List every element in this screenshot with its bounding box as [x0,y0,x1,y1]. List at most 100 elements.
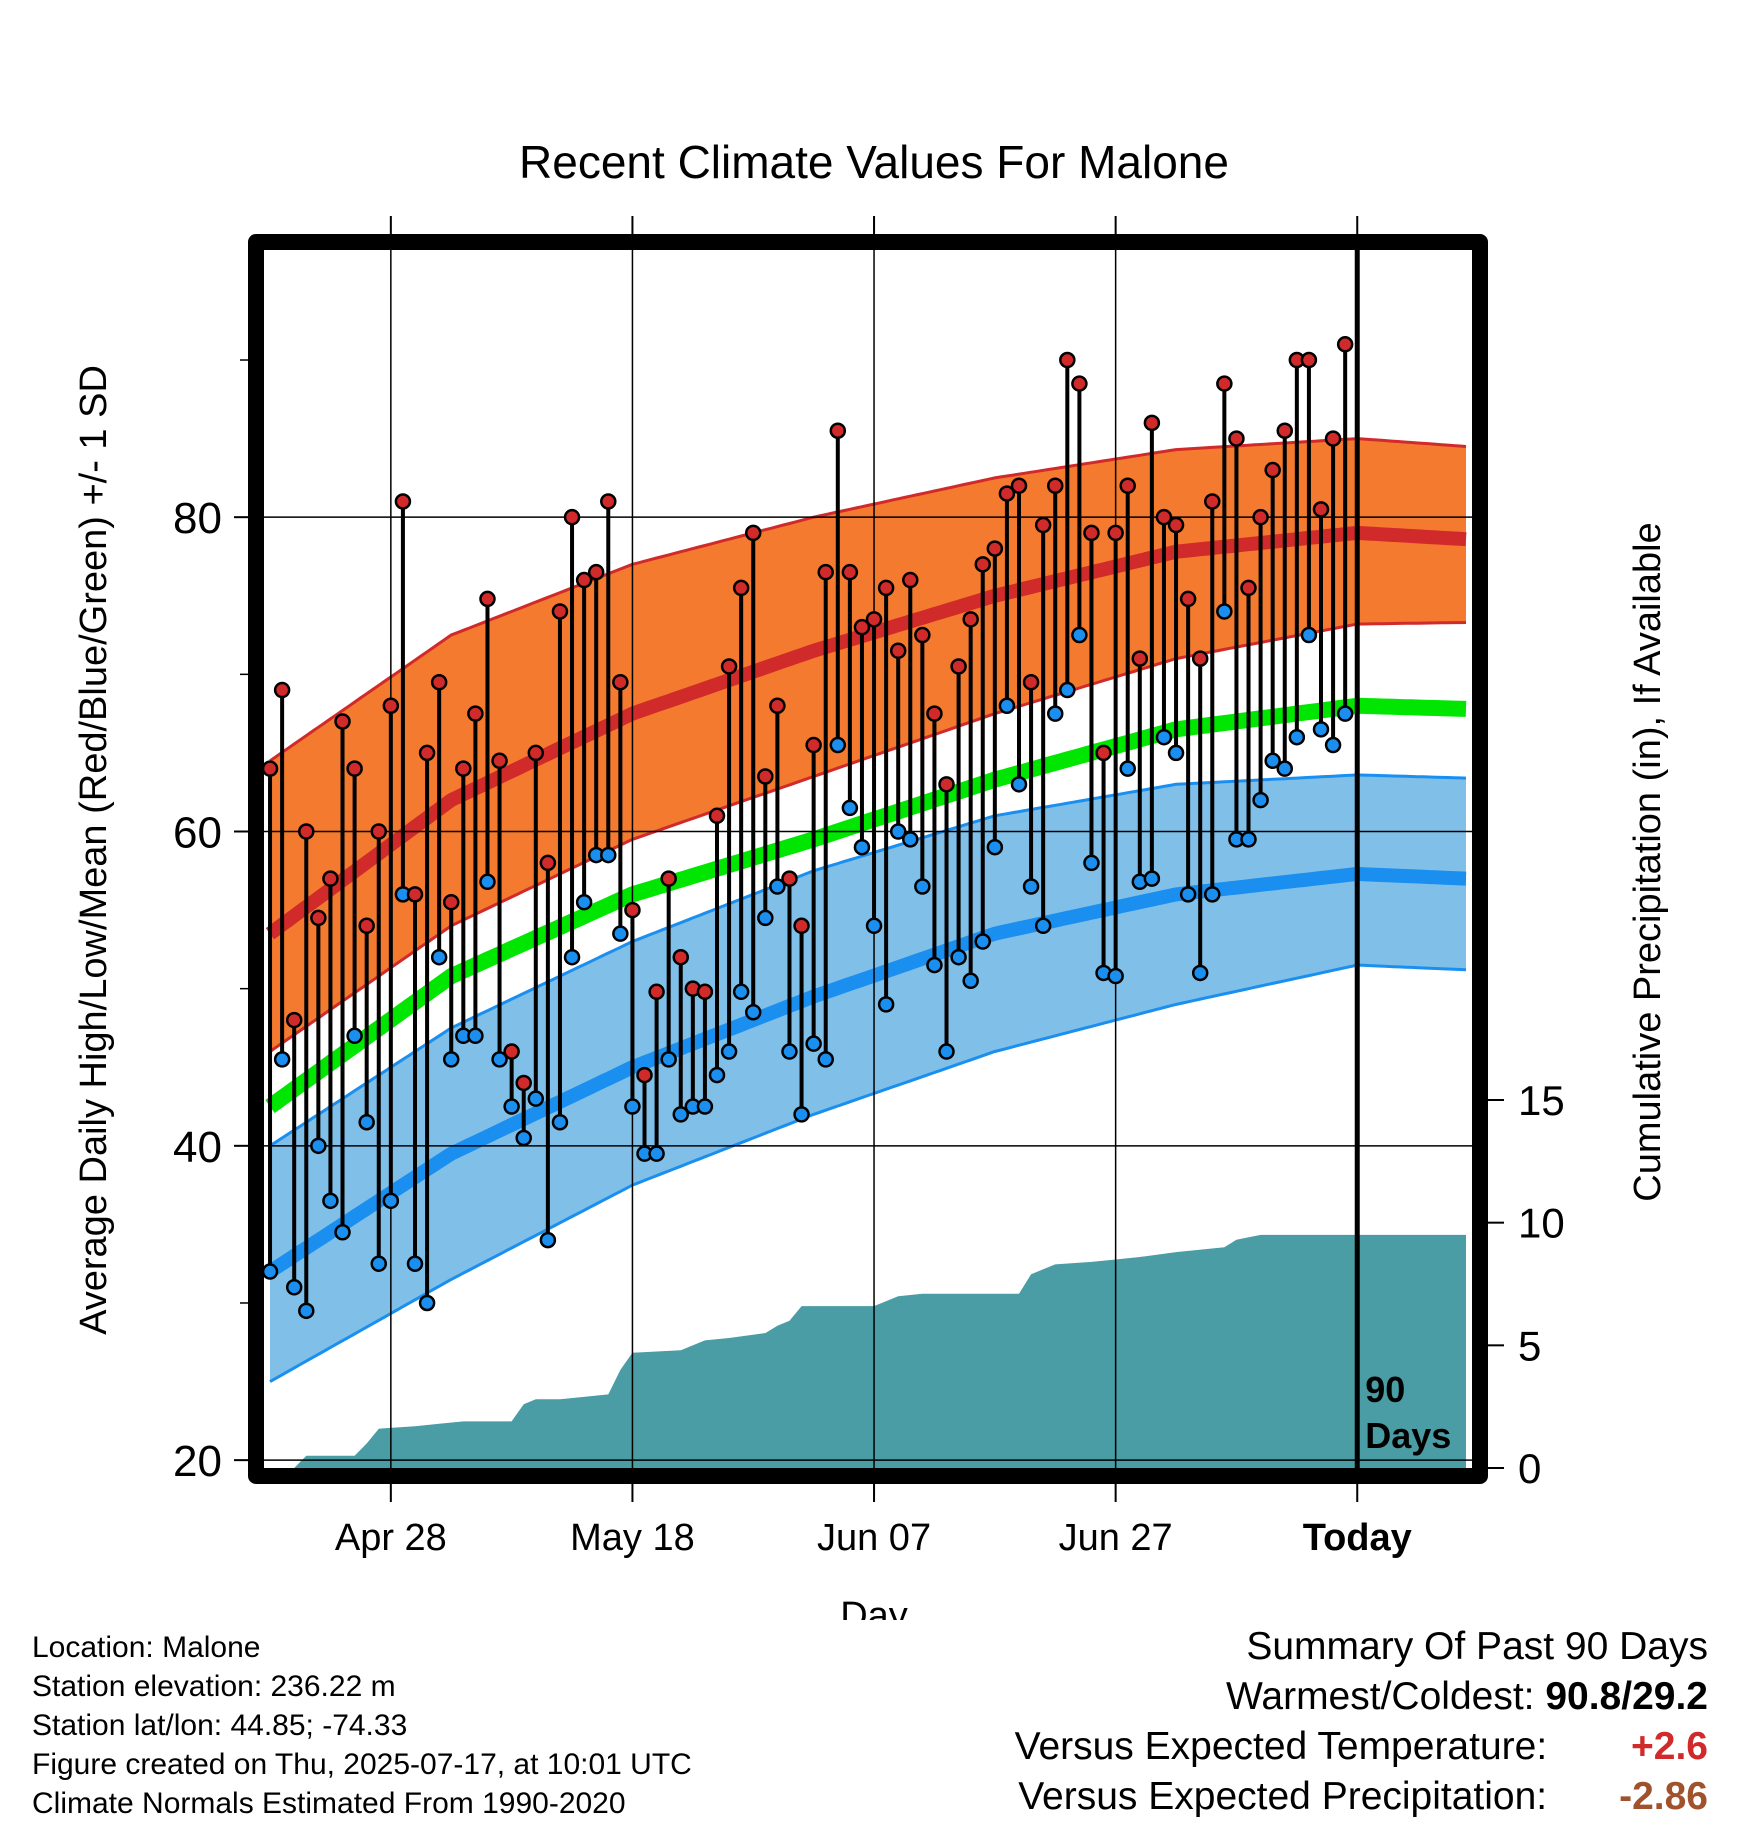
high-band-upper [269,437,1467,763]
low-point-63 [1022,878,1040,895]
low-point-49 [853,838,871,856]
low-point-54 [914,878,931,895]
high-point-2 [285,1011,303,1029]
high-point-55 [926,705,943,722]
high-point-53 [902,571,919,589]
high-point-42 [769,697,786,715]
low-point-73 [1143,870,1161,887]
high-point-49 [853,618,871,636]
low-point-23 [539,1231,557,1249]
high-point-24 [551,603,569,620]
low-point-40 [744,1003,762,1021]
high-point-46 [817,563,834,581]
low-point-84 [1276,760,1294,777]
high-point-19 [491,752,508,770]
low-point-41 [757,909,774,927]
high-point-66 [1059,351,1076,369]
summary-title: Summary Of Past 90 Days [1246,1625,1708,1668]
low-point-58 [962,972,979,990]
normal-high-line [265,525,1467,940]
low-point-1 [273,1051,291,1068]
low-point-65 [1046,705,1064,722]
high-point-41 [757,768,774,785]
low-point-14 [430,948,448,966]
low-point-39 [732,983,750,1001]
low-point-48 [841,799,859,817]
high-point-4 [310,909,327,927]
high-point-77 [1191,650,1209,667]
low-point-25 [563,948,581,966]
high-point-81 [1240,579,1257,597]
low-point-52 [889,823,907,840]
low-point-34 [672,1106,690,1123]
low-point-7 [346,1027,363,1045]
plot-border [248,234,1488,1484]
low-point-28 [600,846,617,864]
today-days-number: 90 [1365,1369,1405,1410]
chart-title: Recent Climate Values For Malone [519,136,1229,188]
low-point-29 [612,925,629,942]
high-point-21 [515,1074,532,1092]
high-point-76 [1179,590,1197,608]
high-point-38 [720,658,738,675]
high-point-80 [1228,430,1245,447]
low-point-57 [950,948,967,966]
info-latlon: Station lat/lon: 44.85; -74.33 [32,1709,408,1742]
low-point-86 [1300,626,1318,644]
low-point-66 [1059,681,1076,699]
high-point-32 [648,983,665,1001]
low-point-3 [298,1302,315,1320]
high-point-87 [1312,501,1330,518]
high-point-15 [442,893,460,911]
low-point-15 [442,1051,460,1068]
low-point-55 [926,956,943,974]
high-point-14 [430,673,448,691]
low-point-0 [261,1263,279,1280]
high-point-31 [636,1066,653,1084]
low-point-12 [406,1255,424,1272]
summary-extremes: Warmest/Coldest: 90.8/29.2 [1015,1672,1708,1722]
high-point-37 [708,807,726,825]
low-point-59 [974,933,992,950]
info-created: Figure created on Thu, 2025-07-17, at 10… [32,1748,692,1781]
low-point-61 [998,697,1016,715]
high-point-68 [1083,524,1100,542]
high-point-22 [527,744,545,762]
ytick-label-60: 60 [173,808,222,857]
low-point-43 [781,1043,798,1060]
summary-extremes-value: 90.8/29.2 [1545,1675,1708,1718]
daily-dots [261,336,1354,1320]
low-point-18 [479,873,496,891]
ytick-label-40: 40 [173,1123,222,1172]
high-point-59 [974,556,992,573]
low-point-79 [1216,603,1233,620]
high-point-45 [805,736,822,754]
low-point-44 [793,1106,810,1123]
today-days-label: Days [1365,1415,1451,1456]
low-point-56 [938,1043,955,1060]
low-point-76 [1179,886,1197,903]
low-point-67 [1071,626,1088,644]
high-point-23 [539,854,557,872]
low-point-5 [322,1192,339,1210]
high-point-78 [1204,493,1221,510]
high-point-39 [732,579,750,597]
high-point-13 [418,744,436,762]
low-point-8 [358,1113,375,1131]
low-band [270,774,1466,1382]
low-point-60 [986,838,1004,856]
low-point-13 [418,1294,436,1312]
info-location: Location: Malone [32,1631,261,1664]
xtick-label-10: Apr 28 [335,1517,447,1559]
low-point-88 [1324,736,1342,754]
xtick-label-30: May 18 [570,1517,695,1559]
high-point-52 [889,642,907,660]
high-point-71 [1119,477,1136,494]
low-point-20 [503,1098,520,1115]
high-point-25 [563,508,581,526]
low-point-68 [1083,854,1100,872]
low-point-83 [1264,752,1281,770]
xtick-label-70: Jun 27 [1059,1517,1173,1559]
high-point-57 [950,658,967,675]
high-point-86 [1300,351,1318,369]
